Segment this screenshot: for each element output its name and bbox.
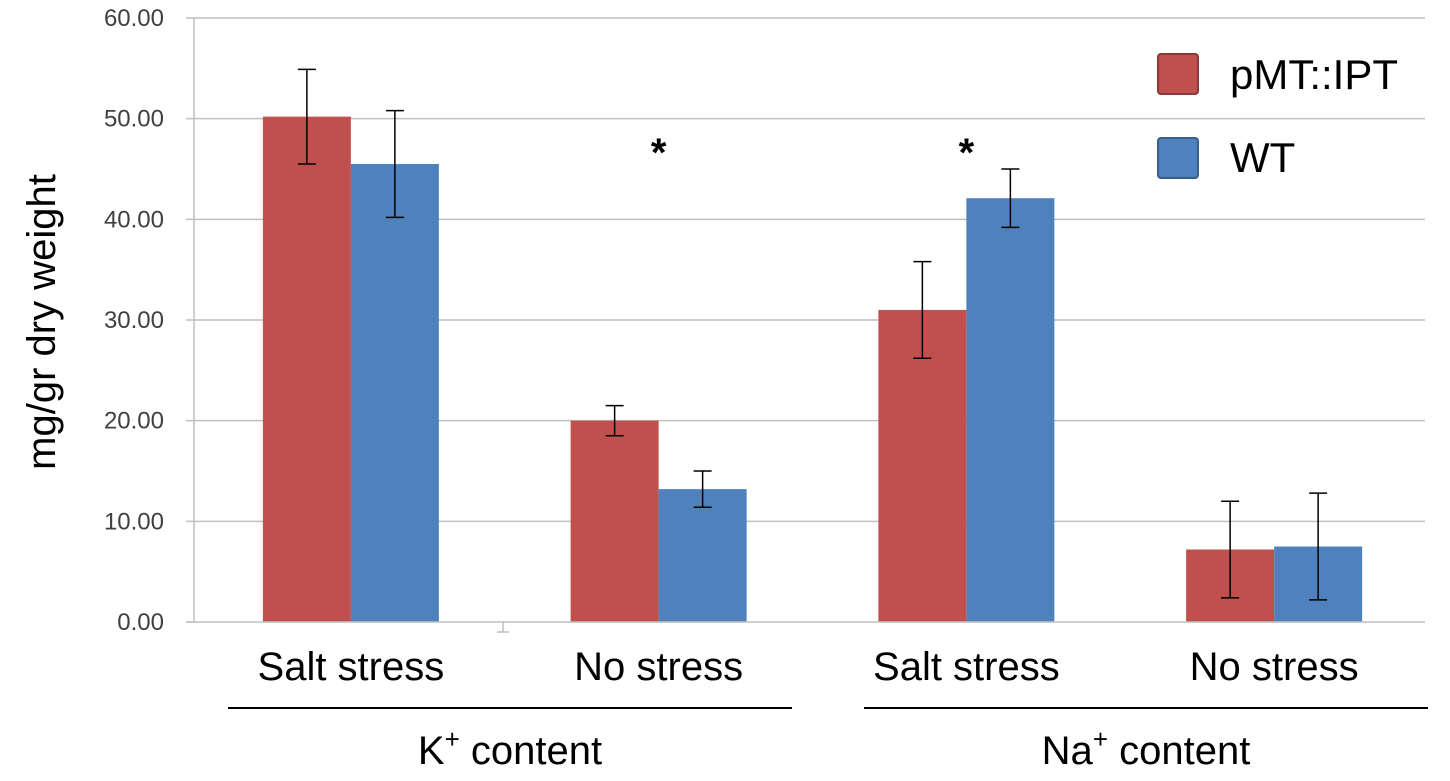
y-tick-label: 20.00	[104, 408, 164, 435]
y-tick-label: 0.00	[117, 609, 164, 636]
category-label: Salt stress	[873, 645, 1060, 689]
y-axis-label: mg/gr dry weight	[20, 174, 64, 470]
group-labels: K+ content Na+ content	[228, 707, 1428, 773]
legend: pMT::IPT WT	[1157, 51, 1398, 181]
group-label-k: K+ content	[418, 724, 602, 773]
category-labels: Salt stress No stress Salt stress No stress	[258, 645, 1359, 689]
axes	[186, 18, 1425, 633]
bar-pmt-ipt-1	[570, 420, 659, 622]
error-bars	[297, 68, 1328, 601]
y-tick-label: 30.00	[104, 307, 164, 334]
y-tick-label: 40.00	[104, 206, 164, 233]
category-label: No stress	[1190, 645, 1359, 689]
bars	[262, 116, 1363, 623]
group-label-na: Na+ content	[1042, 724, 1251, 773]
bar-wt-1	[658, 489, 747, 622]
bar-wt-2	[966, 198, 1055, 622]
category-label: Salt stress	[258, 645, 445, 689]
y-tick-label: 60.00	[104, 5, 164, 32]
y-axis-ticks: 0.00 10.00 20.00 30.00 40.00 50.00 60.00	[104, 5, 194, 636]
significance-star: *	[959, 131, 975, 175]
significance-marks: * *	[651, 131, 975, 175]
legend-swatch-pmt-ipt	[1157, 53, 1199, 95]
y-tick-label: 50.00	[104, 106, 164, 133]
y-tick-label: 10.00	[104, 508, 164, 535]
bar-wt-0	[350, 163, 439, 622]
bar-pmt-ipt-2	[878, 309, 967, 622]
category-label: No stress	[574, 645, 743, 689]
legend-swatch-wt	[1157, 137, 1199, 179]
legend-label-wt: WT	[1230, 134, 1295, 181]
legend-label-pmt-ipt: pMT::IPT	[1230, 51, 1398, 98]
bar-pmt-ipt-0	[262, 116, 351, 623]
significance-star: *	[651, 131, 667, 175]
